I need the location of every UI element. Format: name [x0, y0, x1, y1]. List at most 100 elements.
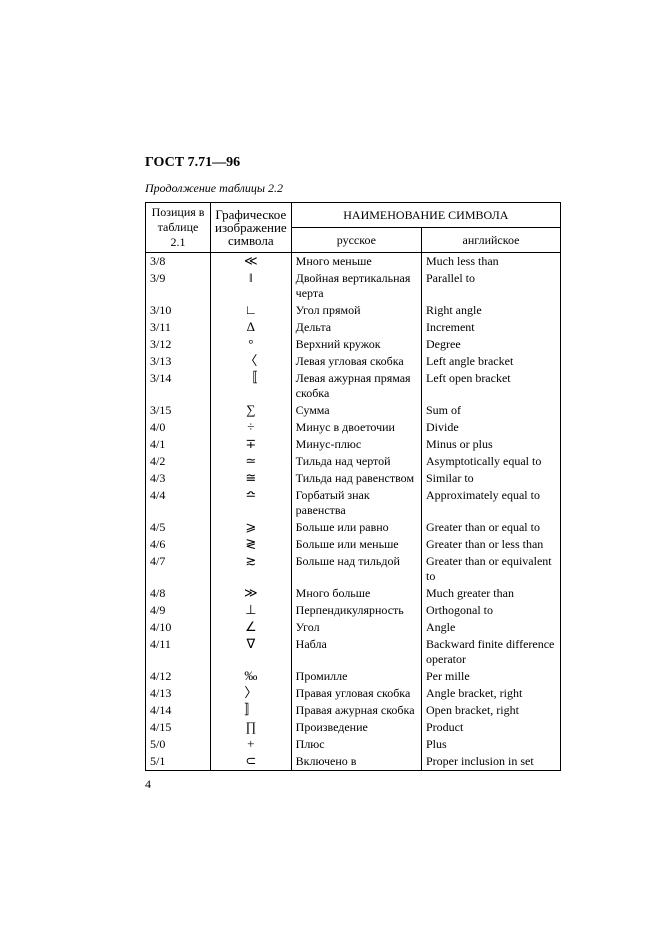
cell-russian: Перпендикулярность [291, 602, 421, 619]
cell-position: 3/9 [146, 270, 211, 302]
cell-russian: Много меньше [291, 253, 421, 271]
cell-russian: Набла [291, 636, 421, 668]
table-body: 3/8≪Много меньшеMuch less than3/9‖Двойна… [146, 253, 561, 771]
cell-symbol: ∠ [211, 619, 292, 636]
table-row: 4/11∇НаблаBackward finite difference ope… [146, 636, 561, 668]
cell-symbol: 〈 [211, 353, 292, 370]
cell-english: Much less than [422, 253, 561, 271]
table-row: 4/15∏ПроизведениеProduct [146, 719, 561, 736]
cell-position: 4/10 [146, 619, 211, 636]
cell-position: 4/6 [146, 536, 211, 553]
table-row: 4/8≫Много большеMuch greater than [146, 585, 561, 602]
cell-english: Degree [422, 336, 561, 353]
cell-position: 3/11 [146, 319, 211, 336]
cell-symbol: 〚 [211, 370, 292, 402]
page-number: 4 [145, 777, 561, 792]
cell-position: 3/14 [146, 370, 211, 402]
cell-symbol: ° [211, 336, 292, 353]
cell-english: Approximately equal to [422, 487, 561, 519]
table-row: 4/9⊥ПерпендикулярностьOrthogonal to [146, 602, 561, 619]
table-row: 4/10∠УголAngle [146, 619, 561, 636]
cell-symbol: ⊥ [211, 602, 292, 619]
cell-symbol: ‰ [211, 668, 292, 685]
cell-russian: Много больше [291, 585, 421, 602]
table-row: 4/2≃Тильда над чертойAsymptotically equa… [146, 453, 561, 470]
cell-english: Angle [422, 619, 561, 636]
cell-symbol: 〛 [211, 702, 292, 719]
cell-position: 5/0 [146, 736, 211, 753]
cell-russian: Двойная вертикальная черта [291, 270, 421, 302]
cell-russian: Угол [291, 619, 421, 636]
cell-symbol: ∏ [211, 719, 292, 736]
table-row: 5/1⊂Включено вProper inclusion in set [146, 753, 561, 771]
col-russian: русское [291, 228, 421, 253]
cell-symbol: ∑ [211, 402, 292, 419]
cell-english: Sum of [422, 402, 561, 419]
table-row: 3/14〚Левая ажурная прямая скобкаLeft ope… [146, 370, 561, 402]
cell-english: Angle bracket, right [422, 685, 561, 702]
cell-position: 4/12 [146, 668, 211, 685]
cell-russian: Дельта [291, 319, 421, 336]
cell-symbol: + [211, 736, 292, 753]
cell-symbol: Δ [211, 319, 292, 336]
table-row: 3/12°Верхний кружокDegree [146, 336, 561, 353]
col-name: НАИМЕНОВАНИЕ СИМВОЛА [291, 203, 560, 228]
cell-symbol: ≷ [211, 536, 292, 553]
page: ГОСТ 7.71—96 Продолжение таблицы 2.2 Поз… [0, 0, 661, 792]
document-header: ГОСТ 7.71—96 [145, 155, 561, 171]
table-row: 3/11ΔДельтаIncrement [146, 319, 561, 336]
cell-english: Backward finite difference operator [422, 636, 561, 668]
table-caption: Продолжение таблицы 2.2 [145, 181, 561, 196]
cell-russian: Правая ажурная скобка [291, 702, 421, 719]
cell-position: 4/11 [146, 636, 211, 668]
cell-symbol: ‖ [211, 270, 292, 302]
cell-position: 4/3 [146, 470, 211, 487]
table-row: 4/1∓Минус-плюсMinus or plus [146, 436, 561, 453]
cell-english: Asymptotically equal to [422, 453, 561, 470]
cell-english: Parallel to [422, 270, 561, 302]
cell-position: 3/13 [146, 353, 211, 370]
table-row: 4/13〉Правая угловая скобкаAngle bracket,… [146, 685, 561, 702]
cell-position: 4/4 [146, 487, 211, 519]
table-head: Позиция в таблице 2.1 Графическое изобра… [146, 203, 561, 253]
cell-english: Similar to [422, 470, 561, 487]
table-row: 4/6≷Больше или меньшеGreater than or les… [146, 536, 561, 553]
cell-symbol: ≪ [211, 253, 292, 271]
cell-position: 4/2 [146, 453, 211, 470]
cell-position: 4/13 [146, 685, 211, 702]
cell-russian: Минус-плюс [291, 436, 421, 453]
col-symbol: Графическое изображение символа [211, 203, 292, 253]
cell-russian: Горбатый знак равенства [291, 487, 421, 519]
cell-russian: Сумма [291, 402, 421, 419]
cell-symbol: ≅ [211, 470, 292, 487]
cell-position: 3/15 [146, 402, 211, 419]
cell-symbol: ⊂ [211, 753, 292, 771]
cell-symbol: ∇ [211, 636, 292, 668]
cell-english: Product [422, 719, 561, 736]
table-row: 4/0÷Минус в двоеточииDivide [146, 419, 561, 436]
symbols-table: Позиция в таблице 2.1 Графическое изобра… [145, 202, 561, 771]
cell-russian: Произведение [291, 719, 421, 736]
table-row: 4/12‰ПромиллеPer mille [146, 668, 561, 685]
cell-english: Greater than or equivalent to [422, 553, 561, 585]
cell-russian: Больше или равно [291, 519, 421, 536]
cell-english: Proper inclusion in set [422, 753, 561, 771]
cell-position: 4/5 [146, 519, 211, 536]
cell-english: Greater than or equal to [422, 519, 561, 536]
cell-russian: Тильда над чертой [291, 453, 421, 470]
cell-english: Right angle [422, 302, 561, 319]
cell-english: Much greater than [422, 585, 561, 602]
table-row: 3/8≪Много меньшеMuch less than [146, 253, 561, 271]
cell-english: Orthogonal to [422, 602, 561, 619]
cell-russian: Минус в двоеточии [291, 419, 421, 436]
cell-position: 3/8 [146, 253, 211, 271]
table-row: 4/5⩾Больше или равноGreater than or equa… [146, 519, 561, 536]
cell-english: Left angle bracket [422, 353, 561, 370]
table-row: 4/3≅Тильда над равенствомSimilar to [146, 470, 561, 487]
cell-symbol: ÷ [211, 419, 292, 436]
cell-russian: Тильда над равенством [291, 470, 421, 487]
cell-english: Open bracket, right [422, 702, 561, 719]
cell-position: 4/0 [146, 419, 211, 436]
cell-position: 4/9 [146, 602, 211, 619]
cell-english: Greater than or less than [422, 536, 561, 553]
